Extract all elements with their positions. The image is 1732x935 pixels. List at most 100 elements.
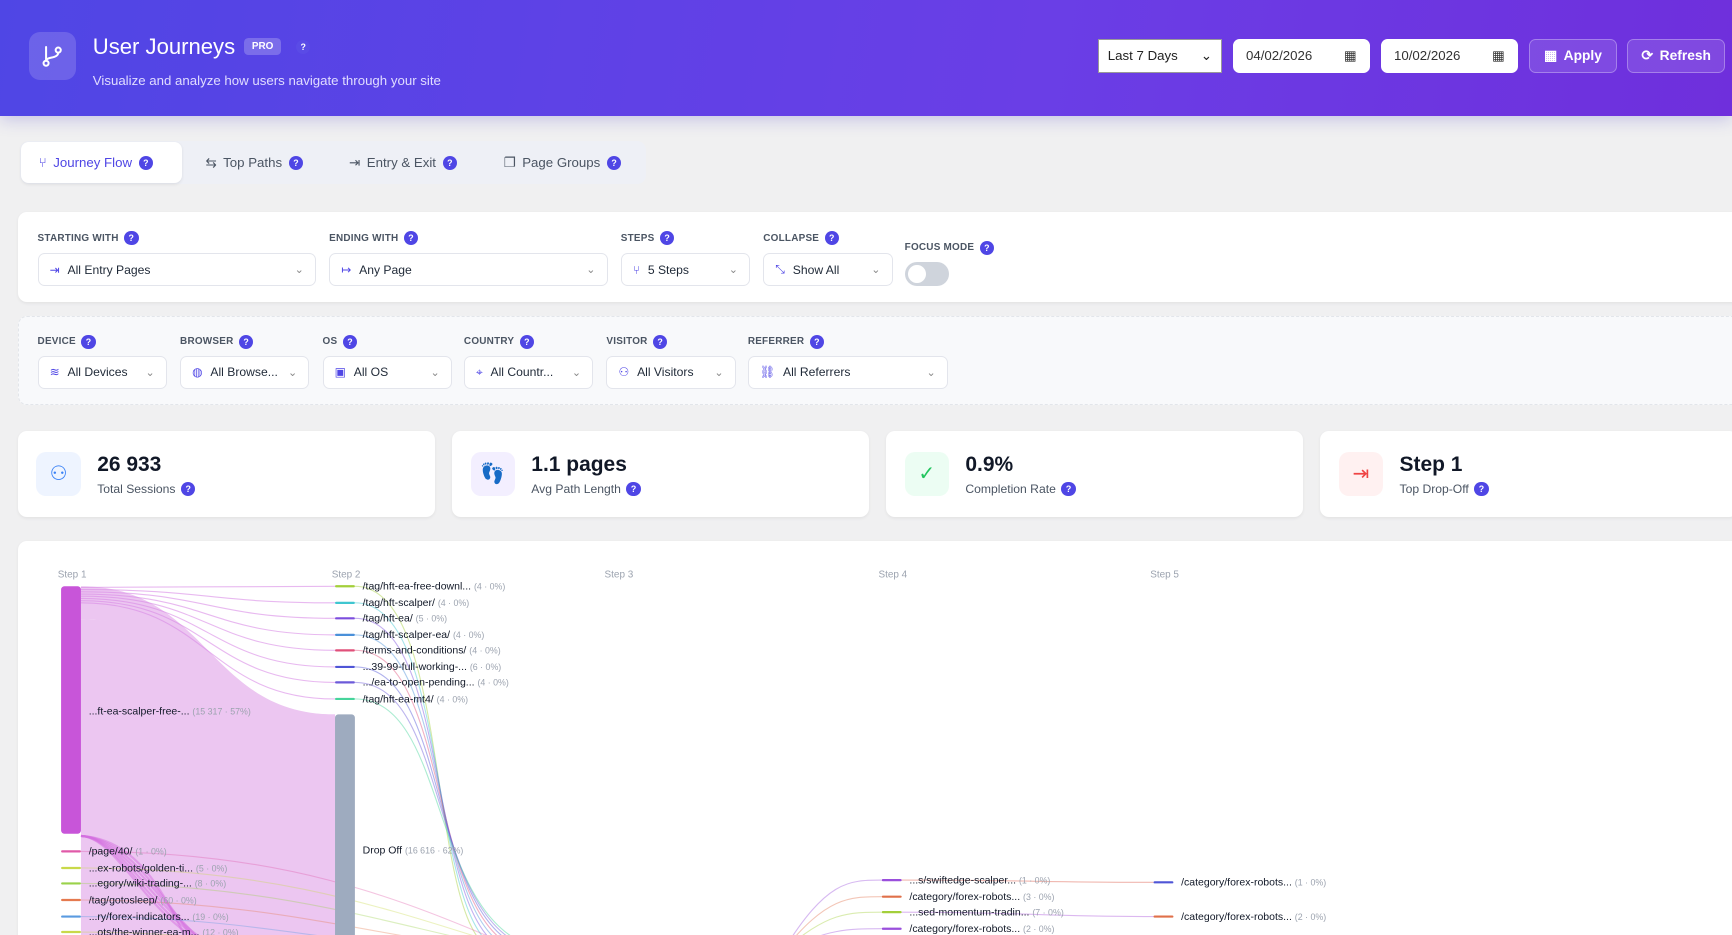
date-from-input[interactable]: 04/02/2026 ▦ bbox=[1232, 38, 1370, 73]
chevron-down-icon: ⌄ bbox=[714, 366, 724, 379]
help-icon[interactable]: ? bbox=[626, 481, 641, 496]
browser-label: BROWSER? bbox=[180, 334, 254, 350]
journey-sankey-card: Step 1 Step 2 Step 3 Step 4 Step 5 ...ft-ea-s… bbox=[17, 541, 1732, 935]
view-tabs: ⑂ Journey Flow? ⇆ Top Paths? ⇥ Entry & Exit… bbox=[19, 141, 647, 185]
sankey-node bbox=[881, 927, 902, 931]
collapse-select[interactable]: ⤡ Show All ⌄ bbox=[763, 252, 893, 287]
sankey-node-label: /category/forex-robots... (2 · 0%) bbox=[1181, 912, 1326, 923]
sankey-node bbox=[334, 666, 355, 669]
help-icon[interactable]: ? bbox=[342, 334, 358, 350]
select-value: All Devices bbox=[67, 365, 128, 380]
help-icon[interactable]: ? bbox=[442, 155, 457, 171]
sankey-link bbox=[80, 593, 335, 636]
sankey-link bbox=[354, 602, 482, 935]
date-range-value: Last 7 Days bbox=[1107, 48, 1178, 64]
help-icon[interactable]: ? bbox=[979, 240, 995, 256]
step-label: Step 3 bbox=[604, 570, 633, 581]
sankey-link bbox=[80, 598, 335, 668]
stat-value: 1.1 pages bbox=[531, 452, 627, 476]
help-icon[interactable]: ? bbox=[653, 334, 668, 350]
country-select[interactable]: ⌖ All Countr... ⌄ bbox=[463, 355, 594, 389]
sankey-node bbox=[881, 879, 902, 882]
sankey-node-label: .../ea-to-open-pending... (4 · 0%) bbox=[362, 678, 508, 689]
date-range-select[interactable]: Last 7 Days ⌄ bbox=[1097, 38, 1222, 73]
referrer-select[interactable]: ⛓ All Referrers ⌄ bbox=[747, 355, 948, 389]
minimize-icon: ⤡ bbox=[775, 262, 786, 277]
chevron-down-icon: ⌄ bbox=[430, 366, 440, 379]
refresh-button[interactable]: ⟳ Refresh bbox=[1627, 38, 1726, 73]
sankey-node-label: ...39-99-full-working-... (6 · 0%) bbox=[362, 662, 501, 673]
visitor-select[interactable]: ⚇ All Visitors ⌄ bbox=[606, 355, 736, 389]
help-icon[interactable]: ? bbox=[1474, 481, 1489, 496]
sankey-node bbox=[334, 585, 355, 588]
date-to-input[interactable]: 10/02/2026 ▦ bbox=[1380, 38, 1518, 73]
stat-value: Step 1 bbox=[1399, 452, 1463, 476]
sankey-link bbox=[80, 586, 335, 737]
help-icon[interactable]: ? bbox=[403, 230, 419, 246]
collapse-label: COLLAPSE? bbox=[763, 230, 840, 246]
sankey-link bbox=[80, 585, 335, 589]
help-icon[interactable]: ? bbox=[124, 230, 139, 246]
device-label: DEVICE? bbox=[38, 334, 96, 350]
sankey-link bbox=[80, 851, 486, 935]
help-icon[interactable]: ? bbox=[809, 334, 825, 350]
country-label: COUNTRY? bbox=[464, 334, 535, 350]
select-value: All Entry Pages bbox=[67, 262, 151, 277]
os-select[interactable]: ▣ All OS ⌄ bbox=[322, 355, 452, 389]
sankey-node-label: /tag/hft-scalper-ea/ (4 · 0%) bbox=[362, 630, 484, 641]
sankey-node bbox=[60, 899, 81, 902]
sankey-link bbox=[901, 911, 1154, 918]
chevron-down-icon: ⌄ bbox=[288, 366, 298, 379]
sankey-link bbox=[80, 589, 335, 604]
select-value: Any Page bbox=[359, 262, 412, 277]
help-icon[interactable]: ? bbox=[81, 334, 96, 350]
starting-with-select[interactable]: ⇥ All Entry Pages ⌄ bbox=[37, 252, 316, 287]
tab-label: Top Paths bbox=[223, 155, 283, 171]
help-icon[interactable]: ? bbox=[296, 39, 311, 55]
help-icon[interactable]: ? bbox=[606, 155, 622, 171]
sankey-node bbox=[60, 915, 81, 918]
help-icon[interactable]: ? bbox=[180, 481, 196, 496]
help-icon[interactable]: ? bbox=[660, 230, 675, 246]
tab-journey-flow[interactable]: ⑂ Journey Flow? bbox=[20, 142, 183, 184]
chevron-down-icon: ⌄ bbox=[1200, 47, 1212, 63]
sankey-node bbox=[60, 850, 81, 853]
date-from-value: 04/02/2026 bbox=[1245, 48, 1313, 64]
tab-page-groups[interactable]: ❐ Page Groups? bbox=[486, 142, 639, 183]
sankey-link bbox=[821, 928, 882, 935]
help-icon[interactable]: ? bbox=[288, 155, 304, 171]
browser-select[interactable]: ◍ All Browse... ⌄ bbox=[180, 355, 310, 389]
sankey-node bbox=[334, 714, 355, 935]
apply-button[interactable]: ▦ Apply bbox=[1528, 38, 1618, 73]
stat-value: 26 933 bbox=[97, 452, 162, 476]
help-icon[interactable]: ? bbox=[519, 334, 535, 350]
cpu-icon: ▣ bbox=[334, 365, 347, 380]
help-icon[interactable]: ? bbox=[1061, 481, 1076, 496]
os-label: OS? bbox=[323, 334, 358, 350]
help-icon[interactable]: ? bbox=[824, 230, 840, 246]
tab-entry-exit[interactable]: ⇥ Entry & Exit? bbox=[331, 142, 474, 183]
sankey-node-label: ...s/swiftedge-scalper... (1 · 0%) bbox=[909, 876, 1050, 887]
focus-mode-toggle[interactable] bbox=[904, 261, 949, 287]
exit-icon: ⇥ bbox=[1338, 451, 1383, 496]
help-icon[interactable]: ? bbox=[239, 334, 254, 350]
chevron-down-icon: ⌄ bbox=[294, 264, 304, 277]
help-icon[interactable]: ? bbox=[138, 155, 153, 171]
journey-logo-icon bbox=[28, 32, 77, 80]
steps-select[interactable]: ⑂ 5 Steps ⌄ bbox=[620, 252, 751, 287]
step-label: Step 1 bbox=[57, 570, 86, 581]
step-label: Step 2 bbox=[331, 570, 360, 581]
sankey-node-label: /tag/hft-ea-free-downl... (4 · 0%) bbox=[362, 582, 505, 593]
sankey-link bbox=[80, 595, 335, 652]
referrer-label: REFERRER? bbox=[748, 334, 825, 350]
device-select[interactable]: ≋ All Devices ⌄ bbox=[37, 355, 167, 389]
stat-label: Completion Rate? bbox=[965, 481, 1076, 496]
select-value: 5 Steps bbox=[647, 262, 689, 277]
stat-label: Avg Path Length? bbox=[531, 481, 641, 496]
journey-sankey-chart: Step 1 Step 2 Step 3 Step 4 Step 5 ...ft-ea-s… bbox=[57, 570, 1326, 935]
tab-top-paths[interactable]: ⇆ Top Paths? bbox=[188, 142, 321, 183]
sankey-node-label: ...ots/the-winner-ea-m... (12 · 0%) bbox=[88, 928, 238, 935]
ending-with-select[interactable]: ↦ Any Page ⌄ bbox=[329, 252, 608, 287]
sankey-node-label: /category/forex-robots... (3 · 0%) bbox=[909, 892, 1054, 903]
stat-card: 👣 1.1 pages Avg Path Length? bbox=[451, 430, 870, 517]
